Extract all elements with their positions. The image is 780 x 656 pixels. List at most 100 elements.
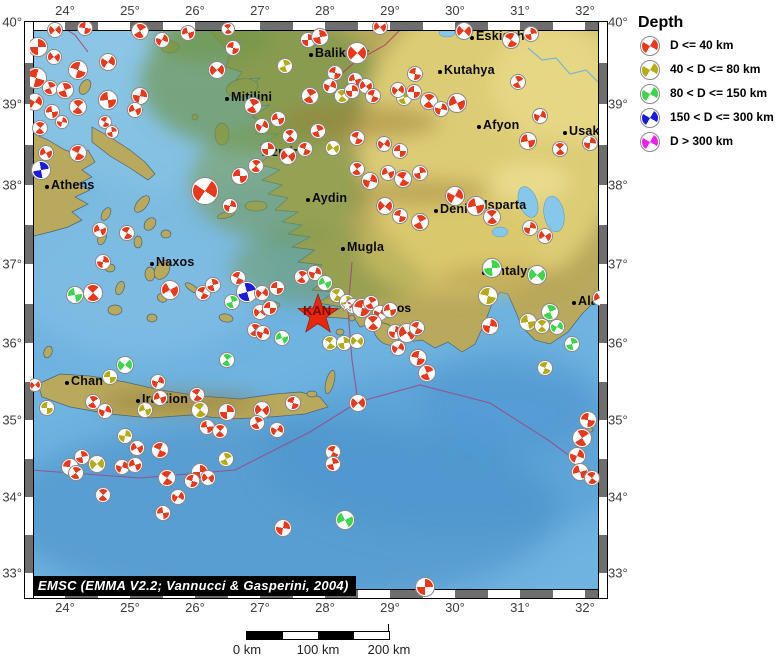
lat-tick-left: 35° (2, 412, 22, 428)
focal-mechanism-olive (39, 400, 55, 416)
focal-mechanism-red (392, 143, 408, 159)
focal-mechanism-red (380, 165, 396, 181)
frame-segment (599, 458, 607, 497)
focal-mechanism-red (552, 141, 568, 157)
focal-mechanism-red (282, 128, 298, 144)
focal-mechanism-olive (102, 369, 118, 385)
frame-segment (25, 224, 33, 264)
focal-mechanism-olive (218, 451, 234, 467)
focal-mechanism-red (532, 108, 548, 124)
focal-mechanism-red (154, 32, 170, 48)
focal-mechanism-red (189, 387, 205, 403)
focal-mechanism-red (325, 456, 341, 472)
lat-tick-right: 35° (608, 412, 628, 428)
lon-tick-top: 31° (510, 3, 530, 18)
legend-item: 80 < D <= 150 km (628, 84, 780, 106)
legend-title: Depth (638, 14, 684, 31)
frame-segment (25, 535, 33, 573)
focal-mechanism-red (349, 161, 365, 177)
focal-mechanism-green (335, 510, 355, 530)
frame-left (24, 21, 34, 599)
focal-mechanism-olive (325, 140, 341, 156)
label-os: os (397, 301, 412, 315)
focal-mechanism-red (180, 25, 196, 41)
legend-item: D <= 40 km (628, 36, 780, 58)
station-star-icon (340, 299, 354, 312)
focal-mechanism-red (409, 320, 425, 336)
focal-mechanism-red (415, 577, 435, 597)
lon-tick-bottom: 32° (575, 600, 595, 615)
lon-tick-top: 24° (55, 3, 75, 18)
city-dot (306, 198, 310, 202)
focal-mechanism-red (98, 90, 118, 110)
legend-label: D <= 40 km (670, 38, 734, 52)
city-dot (309, 53, 313, 57)
lon-tick-bottom: 27° (250, 600, 270, 615)
focal-mechanism-red (155, 505, 171, 521)
focal-mechanism-red (447, 93, 467, 113)
lon-tick-top: 32° (575, 3, 595, 18)
lon-tick-top: 28° (315, 3, 335, 18)
focal-mechanism-red (376, 136, 392, 152)
focal-mechanism-red (523, 26, 539, 42)
island-evia (91, 126, 156, 181)
focal-mechanism-red (95, 254, 111, 270)
focal-mechanism-olive (478, 286, 498, 306)
focal-mechanism-red (365, 88, 381, 104)
focal-mechanism-olive (349, 333, 365, 349)
focal-mechanism-red (158, 469, 176, 487)
focal-mechanism-red (44, 104, 60, 120)
focal-mechanism-red (376, 197, 394, 215)
focal-mechanism-red (92, 222, 108, 238)
frame-segment (585, 590, 600, 598)
focal-mechanism-red (349, 130, 365, 146)
focal-mechanism-red (294, 269, 310, 285)
frame-segment (25, 144, 33, 185)
frame-segment (25, 381, 33, 420)
focal-mechanism-blue (31, 160, 51, 180)
city-dot (563, 131, 567, 135)
focal-mechanism-red (191, 177, 219, 205)
frame-segment (390, 22, 423, 30)
focal-mechanism-red (105, 125, 119, 139)
focal-mechanism-red (30, 378, 42, 392)
city-dot (45, 185, 49, 189)
focal-mechanism-red (127, 457, 143, 473)
mainshock-star (297, 293, 339, 333)
focal-mechanism-red (270, 111, 286, 127)
frame-segment (390, 590, 423, 598)
focal-mechanism-red (218, 403, 236, 421)
legend-label: 40 < D <= 80 km (670, 62, 761, 76)
focal-mechanism-red (418, 364, 436, 382)
focal-mechanism-red (406, 84, 422, 100)
legend-beachball-icon (640, 108, 660, 128)
focal-mechanism-red (47, 22, 63, 38)
focal-mechanism-red (99, 53, 117, 71)
focal-mechanism-red (392, 208, 408, 224)
frame-segment (25, 63, 33, 104)
focal-mechanism-red (85, 394, 101, 410)
scale-bar-label: 100 km (296, 642, 340, 656)
focal-mechanism-red (221, 22, 235, 36)
frame-segment (260, 22, 293, 30)
city-dot (136, 399, 140, 403)
focal-mechanism-red (537, 228, 553, 244)
map-canvas: BalikesirEskisehirKutahyaAfyonUsakMitili… (30, 22, 600, 597)
focal-mechanism-green (564, 336, 580, 352)
focal-mechanism-red (95, 487, 111, 503)
focal-mechanism-red (394, 170, 412, 188)
focal-mechanism-red (269, 422, 285, 438)
focal-mechanism-red (483, 208, 501, 226)
focal-mechanism-red (32, 120, 48, 136)
focal-mechanism-red (466, 196, 486, 216)
lat-tick-left: 34° (2, 489, 22, 505)
focal-mechanism-red (584, 470, 600, 486)
frame-segment (520, 590, 553, 598)
focal-mechanism-olive (117, 428, 133, 444)
focal-mechanism-green (219, 352, 235, 368)
focal-mechanism-red (390, 82, 406, 98)
lat-tick-right: 37° (608, 256, 628, 272)
focal-mechanism-red (311, 28, 329, 46)
focal-mechanism-olive (277, 58, 293, 74)
focal-mechanism-red (248, 158, 264, 174)
